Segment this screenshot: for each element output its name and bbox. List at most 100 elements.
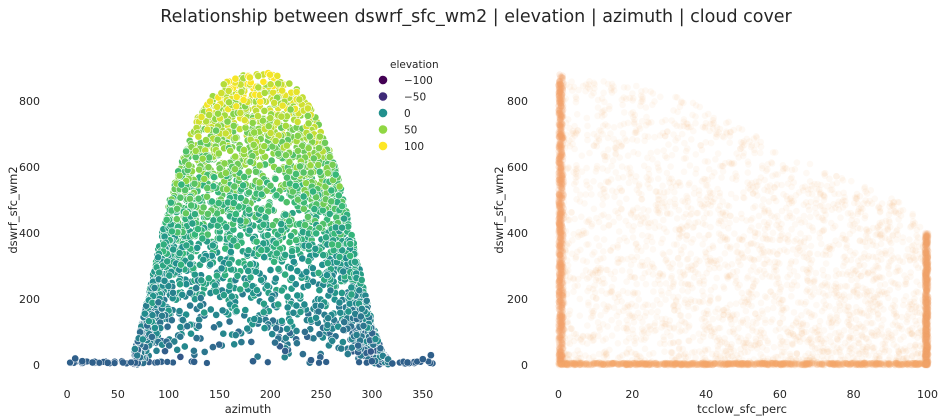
scatter-point [576, 295, 584, 303]
scatter-point [215, 164, 224, 173]
scatter-point [707, 286, 715, 294]
scatter-point [700, 292, 707, 300]
scatter-point [175, 171, 184, 180]
scatter-point [214, 149, 223, 158]
scatter-point [191, 147, 200, 155]
scatter-point [325, 153, 334, 161]
scatter-point [619, 129, 627, 137]
scatter-point [662, 296, 669, 304]
scatter-point [366, 347, 375, 356]
scatter-point [286, 264, 295, 273]
scatter-point [654, 148, 661, 155]
scatter-point [757, 299, 765, 307]
scatter-point [220, 291, 228, 299]
scatter-point [595, 218, 603, 226]
scatter-point [362, 296, 371, 305]
scatter-point [302, 268, 311, 276]
scatter-point [347, 283, 356, 292]
scatter-point [292, 88, 301, 96]
scatter-point [150, 284, 159, 292]
y-axis-label: dswrf_sfc_wm2 [6, 166, 20, 253]
scatter-point [175, 307, 184, 315]
scatter-point [803, 288, 810, 295]
scatter-point [352, 331, 361, 339]
scatter-point [246, 157, 255, 166]
scatter-point [252, 267, 260, 276]
scatter-point [658, 118, 666, 126]
scatter-point [717, 237, 724, 244]
scatter-point [793, 159, 801, 166]
scatter-point [288, 247, 296, 255]
scatter-point [737, 138, 745, 146]
scatter-point [230, 182, 239, 191]
scatter-point [204, 210, 212, 218]
scatter-point [351, 258, 359, 266]
scatter-point [639, 274, 646, 282]
scatter-point [175, 249, 184, 257]
scatter-point [304, 281, 312, 290]
scatter-point [274, 265, 283, 273]
scatter-point [231, 331, 240, 339]
scatter-point [176, 193, 185, 202]
scatter-point [304, 241, 313, 250]
scatter-point [190, 346, 198, 355]
night-point [355, 358, 363, 366]
scatter-point [595, 242, 603, 250]
scatter-point [237, 338, 246, 346]
scatter-point [805, 206, 813, 214]
scatter-point [339, 338, 347, 346]
scatter-point [321, 138, 329, 147]
scatter-point [222, 185, 231, 194]
scatter-point [824, 353, 831, 361]
scatter-point [631, 340, 639, 347]
scatter-point [822, 260, 830, 267]
scatter-point [315, 286, 324, 295]
scatter-point [641, 312, 649, 320]
scatter-point [259, 308, 268, 317]
scatter-point [376, 344, 385, 353]
scatter-point [214, 199, 223, 207]
scatter-point [837, 214, 844, 221]
scatter-point [803, 169, 810, 177]
scatter-point [862, 285, 869, 293]
scatter-point [734, 248, 742, 256]
scatter-point [224, 87, 233, 95]
scatter-point [198, 154, 207, 163]
scatter-point [718, 174, 725, 181]
scatter-point [247, 338, 256, 346]
x-axis-ticks: 0 50 100 150 200 250 300 350 [64, 388, 434, 401]
scatter-point [895, 216, 902, 223]
scatter-point [685, 312, 692, 320]
scatter-point [249, 140, 258, 149]
scatter-point [806, 213, 814, 221]
scatter-point [286, 317, 295, 326]
scatter-point [793, 207, 800, 215]
scatter-point [202, 136, 210, 144]
scatter-point [203, 184, 212, 192]
scatter-point [650, 288, 657, 295]
scatter-point [272, 249, 281, 258]
scatter-point [260, 107, 269, 115]
scatter-point [199, 255, 208, 264]
scatter-point [776, 319, 783, 327]
scatter-point [187, 329, 195, 338]
scatter-point [339, 326, 348, 334]
scatter-point [256, 97, 265, 106]
scatter-point [582, 352, 589, 359]
scatter-point [588, 191, 595, 198]
scatter-point [807, 198, 814, 206]
scatter-point [208, 241, 217, 250]
scatter-point [260, 324, 269, 332]
scatter-point [274, 149, 283, 158]
scatter-point [600, 211, 607, 218]
scatter-point [245, 226, 254, 235]
scatter-point [304, 213, 312, 221]
scatter-point [167, 198, 175, 207]
scatter-point [304, 119, 313, 128]
scatter-point [271, 137, 280, 145]
scatter-point [806, 160, 814, 168]
scatter-point [254, 72, 263, 80]
scatter-point [237, 88, 246, 96]
scatter-point [670, 241, 678, 248]
scatter-point [281, 251, 290, 259]
